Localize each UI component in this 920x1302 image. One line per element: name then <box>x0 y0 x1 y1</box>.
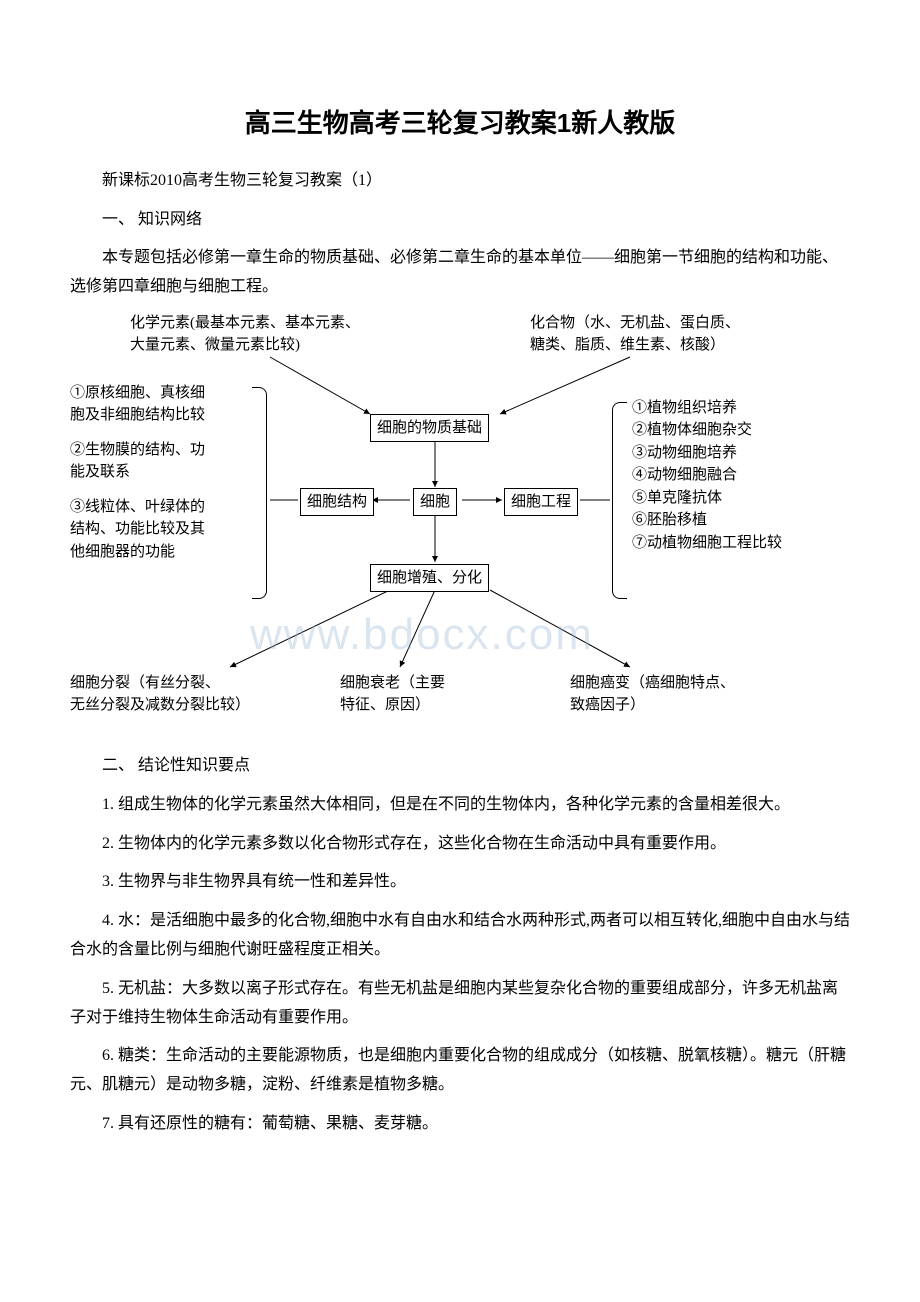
diagram-text: ③动物细胞培养 <box>632 442 782 465</box>
point-6: 6. 糖类：生命活动的主要能源物质，也是细胞内重要化合物的组成成分（如核糖、脱氧… <box>70 1042 850 1100</box>
diagram-text: ⑥胚胎移植 <box>632 509 782 532</box>
diagram-left-block: ①原核细胞、真核细 胞及非细胞结构比较 ②生物膜的结构、功 能及联系 ③线粒体、… <box>70 382 250 564</box>
point-5: 5. 无机盐：大多数以离子形式存在。有些无机盐是细胞内某些复杂化合物的重要组成部… <box>70 975 850 1033</box>
diagram-box-cell-structure: 细胞结构 <box>300 488 374 517</box>
diagram-box-cell: 细胞 <box>413 488 457 517</box>
diagram-text: 细胞癌变（癌细胞特点、 <box>570 672 735 695</box>
point-2: 2. 生物体内的化学元素多数以化合物形式存在，这些化合物在生命活动中具有重要作用… <box>70 830 850 859</box>
point-7: 7. 具有还原性的糖有：葡萄糖、果糖、麦芽糖。 <box>70 1110 850 1139</box>
diagram-text: 糖类、脂质、维生素、核酸） <box>530 334 740 357</box>
diagram-text: ①植物组织培养 <box>632 397 782 420</box>
diagram-text: 细胞衰老（主要 <box>340 672 445 695</box>
brace-icon <box>612 402 627 599</box>
diagram-text: ①原核细胞、真核细 <box>70 382 250 405</box>
diagram-top-right: 化合物（水、无机盐、蛋白质、 糖类、脂质、维生素、核酸） <box>530 312 740 357</box>
diagram-text: 能及联系 <box>70 461 250 484</box>
diagram-text: 无丝分裂及减数分裂比较） <box>70 694 250 717</box>
point-3: 3. 生物界与非生物界具有统一性和差异性。 <box>70 868 850 897</box>
diagram-box-proliferation: 细胞增殖、分化 <box>370 564 489 593</box>
diagram-text: ③线粒体、叶绿体的 <box>70 496 250 519</box>
diagram-text: ⑤单克隆抗体 <box>632 487 782 510</box>
section1-heading: 一、 知识网络 <box>70 206 850 235</box>
diagram-text: 致癌因子） <box>570 694 735 717</box>
diagram-text: ②植物体细胞杂交 <box>632 419 782 442</box>
section2-heading: 二、 结论性知识要点 <box>70 752 850 781</box>
brace-icon <box>252 387 267 599</box>
diagram-text: 特征、原因） <box>340 694 445 717</box>
diagram-bottom-left: 细胞分裂（有丝分裂、 无丝分裂及减数分裂比较） <box>70 672 250 717</box>
diagram-text: 细胞分裂（有丝分裂、 <box>70 672 250 695</box>
diagram-box-cell-engineering: 细胞工程 <box>504 488 578 517</box>
diagram-text: 他细胞器的功能 <box>70 541 250 564</box>
knowledge-diagram: 化学元素(最基本元素、基本元素、 大量元素、微量元素比较) 化合物（水、无机盐、… <box>70 312 850 732</box>
diagram-text: 胞及非细胞结构比较 <box>70 404 250 427</box>
diagram-text: 化学元素(最基本元素、基本元素、 <box>130 312 360 335</box>
diagram-text: ②生物膜的结构、功 <box>70 439 250 462</box>
diagram-bottom-right: 细胞癌变（癌细胞特点、 致癌因子） <box>570 672 735 717</box>
intro-paragraph: 本专题包括必修第一章生命的物质基础、必修第二章生命的基本单位——细胞第一节细胞的… <box>70 244 850 302</box>
diagram-text: ④动物细胞融合 <box>632 464 782 487</box>
diagram-text: ⑦动植物细胞工程比较 <box>632 532 782 555</box>
subtitle: 新课标2010高考生物三轮复习教案（1） <box>70 167 850 196</box>
point-1: 1. 组成生物体的化学元素虽然大体相同，但是在不同的生物体内，各种化学元素的含量… <box>70 791 850 820</box>
watermark-text: www.bdocx.com <box>250 602 594 668</box>
page-title: 高三生物高考三轮复习教案1新人教版 <box>70 100 850 147</box>
diagram-box-material-basis: 细胞的物质基础 <box>370 414 489 443</box>
diagram-right-list: ①植物组织培养 ②植物体细胞杂交 ③动物细胞培养 ④动物细胞融合 ⑤单克隆抗体 … <box>632 397 782 555</box>
diagram-text: 化合物（水、无机盐、蛋白质、 <box>530 312 740 335</box>
point-4: 4. 水：是活细胞中最多的化合物,细胞中水有自由水和结合水两种形式,两者可以相互… <box>70 907 850 965</box>
diagram-bottom-mid: 细胞衰老（主要 特征、原因） <box>340 672 445 717</box>
diagram-text: 大量元素、微量元素比较) <box>130 334 360 357</box>
diagram-text: 结构、功能比较及其 <box>70 518 250 541</box>
diagram-top-left: 化学元素(最基本元素、基本元素、 大量元素、微量元素比较) <box>130 312 360 357</box>
